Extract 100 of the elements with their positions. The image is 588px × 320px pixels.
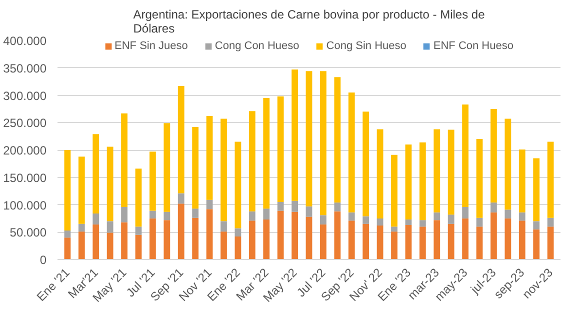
bar [376,129,384,218]
chart-title: Argentina: Exportaciones de Carne bovina por producto - Miles de Dólares [133,8,486,36]
bar [64,230,71,238]
y-tick-label: 0 [40,253,47,267]
bar [263,98,270,209]
bar [306,216,312,260]
bar [106,221,114,233]
bar [220,118,227,222]
bar [164,220,170,260]
bar [320,71,326,216]
bar [248,211,256,221]
bar [78,232,85,260]
bar [547,142,554,218]
y-tick-label: 100.000 [3,198,47,212]
y-tick-label: 150.000 [3,170,47,185]
bar [178,193,184,204]
bar [220,221,227,232]
bar [92,214,100,224]
bar [192,208,199,218]
bar [419,226,426,260]
bar [192,218,199,260]
bar [533,229,540,260]
bar [206,209,213,260]
bar [92,134,100,214]
legend-label: Cong Sin Hueso [326,40,406,52]
y-tick-label: 250.000 [3,116,47,130]
bar [462,104,468,207]
bar [348,212,355,221]
bar [405,220,412,226]
bar [206,116,213,200]
bar [533,158,540,222]
bar [320,215,326,224]
bar [547,226,554,260]
bar [476,139,483,218]
bar [490,212,497,260]
bar [518,220,526,260]
bar [448,130,454,215]
bar [164,212,170,220]
bar [547,218,554,227]
bar [504,118,512,210]
bar [248,111,256,212]
bar [234,236,242,260]
bar [248,220,256,260]
bar [306,71,312,206]
bar [64,150,71,230]
bar [178,86,184,194]
legend-label: Cong Con Hueso [214,40,300,52]
bar [448,224,454,260]
bar [234,228,242,237]
bar [292,200,298,212]
bar [405,144,412,220]
bar [277,202,284,211]
bar [135,234,142,260]
bar [391,226,398,232]
bar [121,222,128,260]
bar [178,204,184,260]
bar [306,206,312,217]
bar [348,220,355,260]
bar [292,212,298,260]
y-tick-label: 350.000 [3,61,47,76]
bar [277,210,284,260]
y-tick-label: 300.000 [3,88,47,103]
bar [150,218,156,260]
bar [164,123,170,212]
bar [419,142,426,220]
bar [263,220,270,260]
bar [334,211,341,260]
bar [405,225,412,260]
bar [64,238,71,260]
bar [135,226,142,235]
bar [362,216,370,224]
bar [376,226,384,260]
bar [277,96,284,202]
bar [320,224,326,260]
bar [121,113,128,207]
bar [192,127,199,209]
bar [462,206,468,218]
bar [206,200,213,210]
legend-label: ENF Con Hueso [433,40,514,52]
bar [504,210,512,218]
y-tick-label: 50.000 [10,226,47,240]
bar [234,142,242,228]
bar [150,210,156,218]
bar [476,226,483,260]
bar [434,220,440,260]
bar [518,212,526,221]
bar [490,202,497,212]
bar [518,149,526,212]
bar [348,92,355,212]
bar [334,77,341,203]
y-tick-label: 400.000 [3,34,47,48]
bar [78,156,85,224]
bar [292,70,298,201]
bar [334,202,341,212]
bar [106,232,114,260]
bar [391,232,398,260]
bar [106,146,114,222]
bar [504,218,512,260]
bar [448,214,454,224]
bar [391,154,398,227]
